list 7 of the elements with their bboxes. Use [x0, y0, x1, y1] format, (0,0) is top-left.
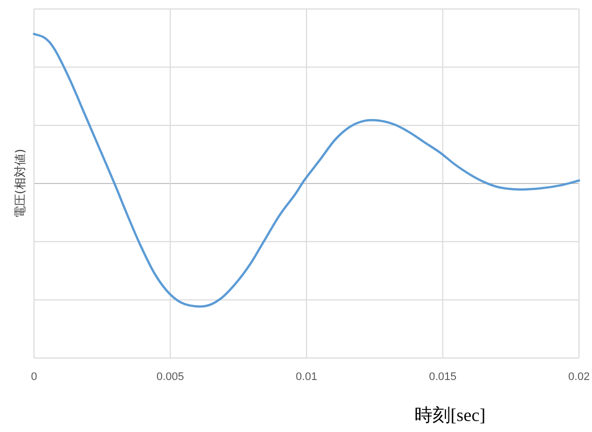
x-tick-label: 0.005	[156, 371, 184, 383]
x-tick-label: 0.015	[428, 371, 457, 383]
x-axis-title: 時刻[sec]	[414, 405, 486, 425]
x-tick-label: 0	[30, 371, 38, 383]
x-tick-label: 0.02	[568, 371, 590, 383]
y-axis-title: 電圧(相対値)	[13, 148, 27, 218]
x-tick-label: 0.01	[296, 371, 318, 383]
